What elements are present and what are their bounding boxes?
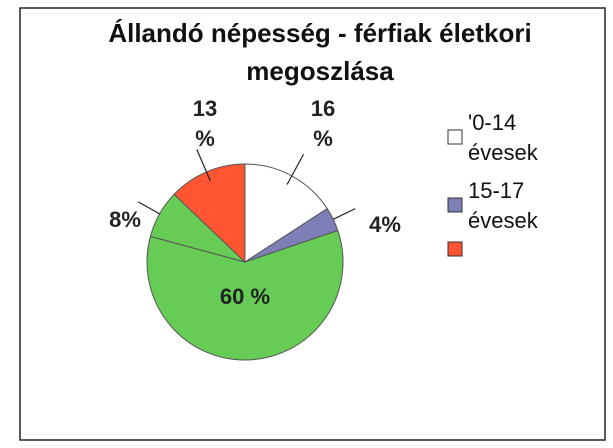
data-label-box: 8% <box>109 207 141 232</box>
pie-slice <box>146 229 344 361</box>
leader-line <box>286 154 305 185</box>
data-label-box: 4% <box>369 212 401 237</box>
legend-swatch <box>447 241 463 257</box>
leader-line <box>196 149 211 182</box>
data-label: 16 % <box>310 96 336 151</box>
legend-label-box: '0-14 évesek <box>468 110 538 165</box>
data-label: 60 % <box>219 284 271 309</box>
data-label: 8% <box>109 207 141 232</box>
leader-line <box>137 201 160 215</box>
legend-label: 15-17 évesek <box>468 178 538 233</box>
data-label-box: 13 % <box>192 96 218 151</box>
chart-title: Állandó népesség - férfiak életkori mego… <box>108 18 532 86</box>
legend-swatch <box>447 197 463 213</box>
legend-label: '0-14 évesek <box>468 110 538 165</box>
data-label-box: 16 % <box>310 96 336 151</box>
data-label: 13 % <box>192 96 218 151</box>
legend-label-box: 15-17 évesek <box>468 178 538 233</box>
legend-swatch <box>447 129 463 145</box>
leader-line <box>332 208 356 220</box>
title-box: Állandó népesség - férfiak életkori mego… <box>108 18 532 86</box>
data-label: 4% <box>369 212 401 237</box>
data-label-box: 60 % <box>219 284 271 309</box>
